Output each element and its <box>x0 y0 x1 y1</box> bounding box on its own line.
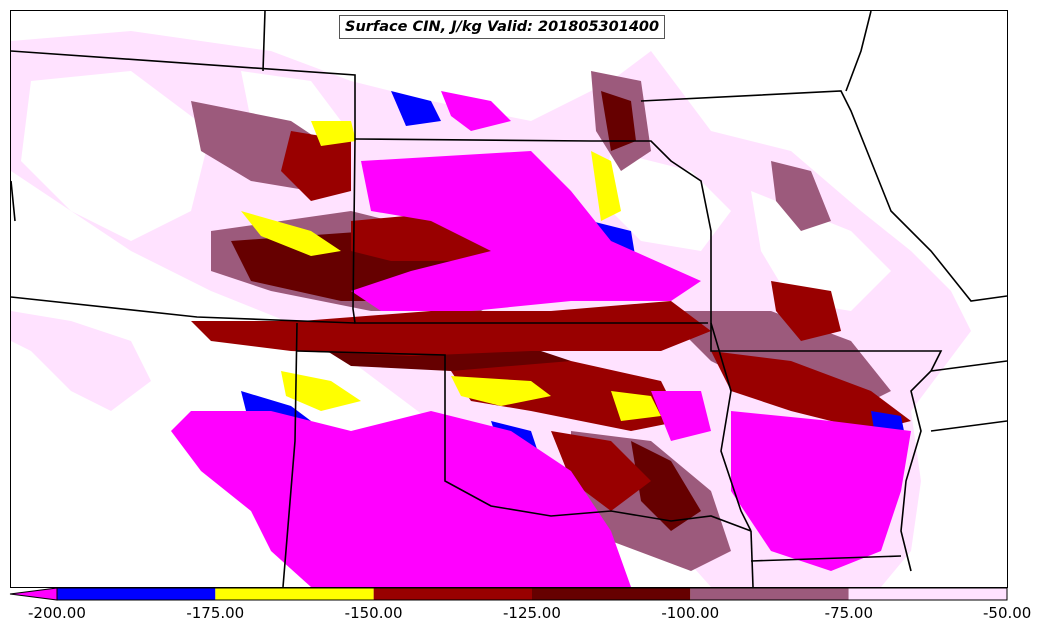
colorbar-tick-label: -150.00 <box>344 604 403 622</box>
colorbar-tick-label: -175.00 <box>186 604 245 622</box>
colorbar-bin <box>848 588 1007 600</box>
colorbar-bin <box>57 588 216 600</box>
colorbar-bin <box>690 588 849 600</box>
cin-map <box>11 11 1007 587</box>
colorbar-bin <box>373 588 532 600</box>
colorbar-tick-label: -200.00 <box>28 604 86 622</box>
colorbar-tick-label: -100.00 <box>661 604 720 622</box>
map-title: Surface CIN, J/kg Valid: 201805301400 <box>339 15 666 39</box>
colorbar-tick-label: -75.00 <box>824 604 874 622</box>
colorbar-bin <box>215 588 374 600</box>
colorbar <box>9 587 1008 601</box>
colorbar-under-triangle <box>9 587 58 601</box>
cin-field-magenta <box>171 91 911 587</box>
colorbar-outline <box>56 587 1008 601</box>
colorbar-tick-label: -50.00 <box>983 604 1032 622</box>
state-boundaries <box>11 11 1007 587</box>
map-panel <box>10 10 1008 588</box>
colorbar-tick-label: -125.00 <box>503 604 561 622</box>
colorbar-bin <box>532 588 691 600</box>
